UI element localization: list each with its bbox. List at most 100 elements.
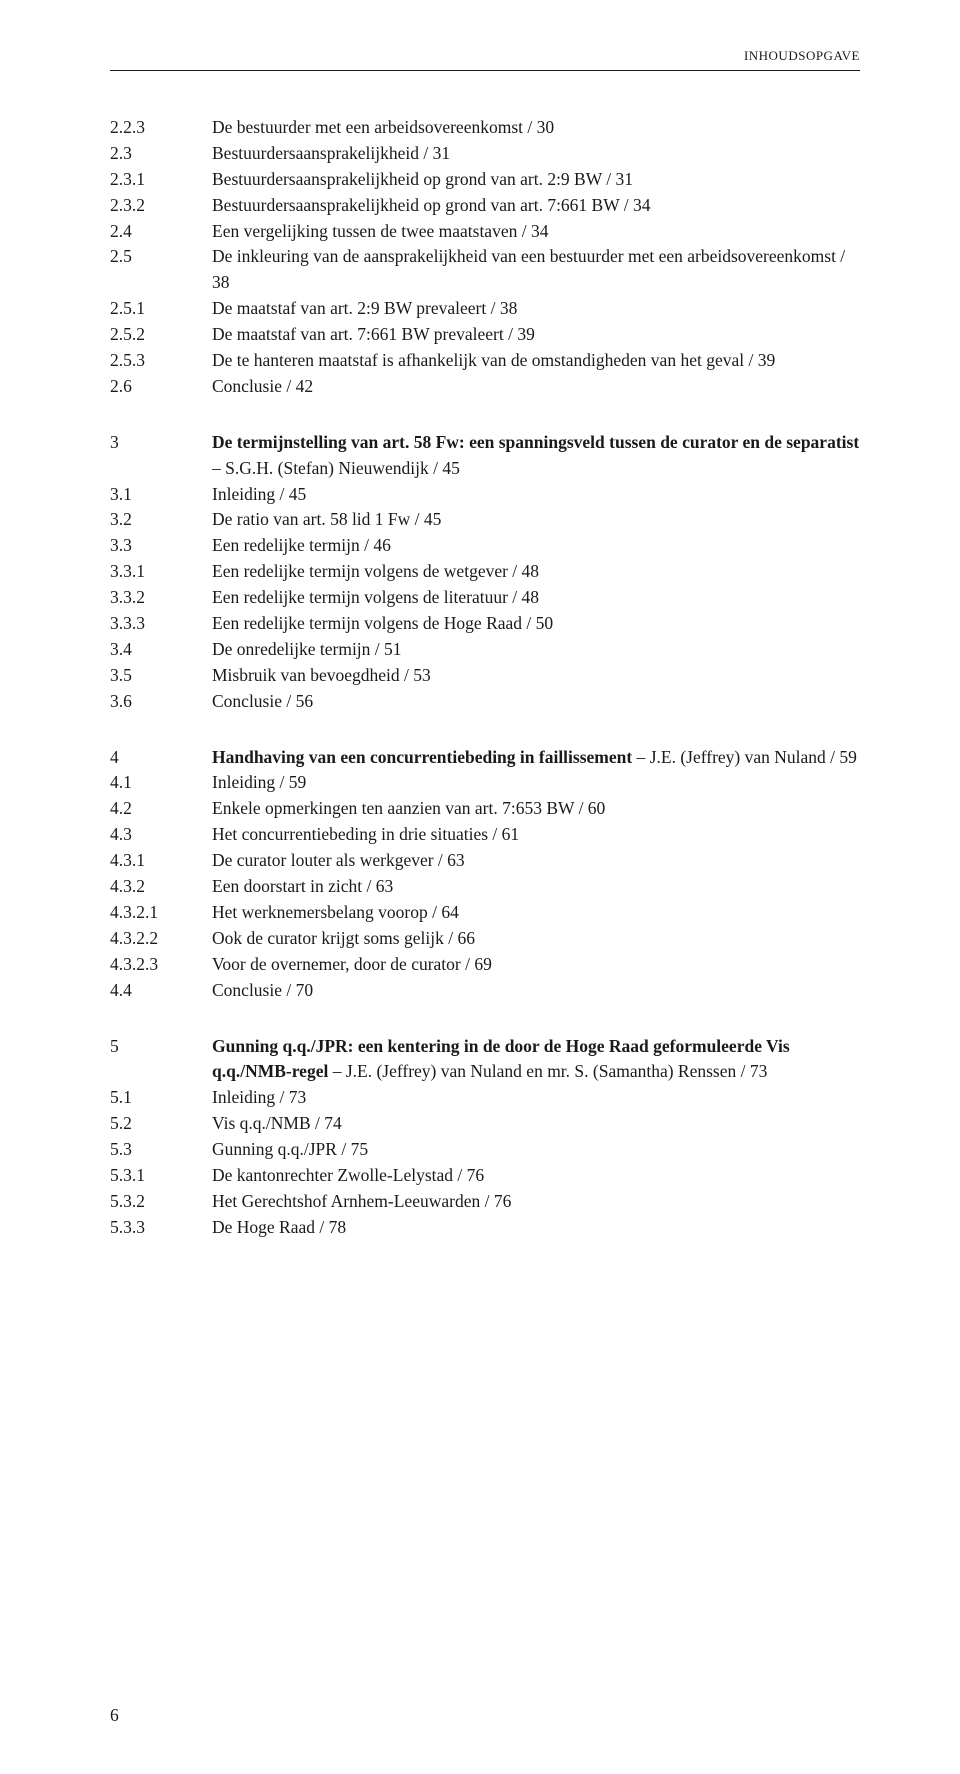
toc-entry-text: Bestuurdersaansprakelijkheid op grond va…	[212, 193, 860, 219]
toc-entry-text: Een redelijke termijn volgens de Hoge Ra…	[212, 611, 860, 637]
toc-entry-number: 3.3.2	[110, 585, 212, 611]
toc-row: 5.3Gunning q.q./JPR / 75	[110, 1137, 860, 1163]
toc-row: 3.3Een redelijke termijn / 46	[110, 533, 860, 559]
toc-entry-author: – J.E. (Jeffrey) van Nuland en mr. S. (S…	[328, 1061, 767, 1081]
toc-row: 4.3.2.3Voor de overnemer, door de curato…	[110, 952, 860, 978]
toc-row: 4.3.2.1Het werknemersbelang voorop / 64	[110, 900, 860, 926]
toc-entry-text: De bestuurder met een arbeidsovereenkoms…	[212, 115, 860, 141]
toc-section: 3De termijnstelling van art. 58 Fw: een …	[110, 430, 860, 715]
toc-entry-text: De curator louter als werkgever / 63	[212, 848, 860, 874]
toc-row: 2.6Conclusie / 42	[110, 374, 860, 400]
toc-row: 2.5.2De maatstaf van art. 7:661 BW preva…	[110, 322, 860, 348]
toc-row: 5.2Vis q.q./NMB / 74	[110, 1111, 860, 1137]
toc-entry-text: Ook de curator krijgt soms gelijk / 66	[212, 926, 860, 952]
toc-entry-text: De kantonrechter Zwolle-Lelystad / 76	[212, 1163, 860, 1189]
toc-entry-number: 2.5.2	[110, 322, 212, 348]
toc-entry-text: Gunning q.q./JPR / 75	[212, 1137, 860, 1163]
toc-entry-number: 5.1	[110, 1085, 212, 1111]
toc-entry-text: De onredelijke termijn / 51	[212, 637, 860, 663]
toc-entry-number: 5.2	[110, 1111, 212, 1137]
toc-entry-number: 4.4	[110, 978, 212, 1004]
toc-section: 4Handhaving van een concurrentiebeding i…	[110, 745, 860, 1004]
toc-row: 4.4Conclusie / 70	[110, 978, 860, 1004]
toc-entry-text: Handhaving van een concurrentiebeding in…	[212, 745, 860, 771]
toc-entry-number: 5	[110, 1034, 212, 1060]
toc-entry-number: 2.3.1	[110, 167, 212, 193]
toc-row: 5.3.3De Hoge Raad / 78	[110, 1215, 860, 1241]
toc-entry-number: 4.3	[110, 822, 212, 848]
toc-entry-text: Het werknemersbelang voorop / 64	[212, 900, 860, 926]
toc-entry-text: Het concurrentiebeding in drie situaties…	[212, 822, 860, 848]
toc-entry-text: Bestuurdersaansprakelijkheid / 31	[212, 141, 860, 167]
toc-row: 3De termijnstelling van art. 58 Fw: een …	[110, 430, 860, 482]
toc-entry-number: 4.3.2.3	[110, 952, 212, 978]
toc-entry-text: Conclusie / 56	[212, 689, 860, 715]
toc-row: 3.3.1Een redelijke termijn volgens de we…	[110, 559, 860, 585]
toc-entry-number: 3.3	[110, 533, 212, 559]
toc-entry-text: Conclusie / 42	[212, 374, 860, 400]
toc-entry-author: – S.G.H. (Stefan) Nieuwendijk / 45	[212, 458, 460, 478]
toc-row: 2.5.1De maatstaf van art. 2:9 BW prevale…	[110, 296, 860, 322]
toc-entry-number: 4.3.2	[110, 874, 212, 900]
toc-entry-text: Inleiding / 45	[212, 482, 860, 508]
toc-entry-number: 5.3.1	[110, 1163, 212, 1189]
toc-entry-text: Inleiding / 73	[212, 1085, 860, 1111]
toc-entry-number: 2.3	[110, 141, 212, 167]
toc-row: 4.3.1De curator louter als werkgever / 6…	[110, 848, 860, 874]
toc-entry-number: 3.5	[110, 663, 212, 689]
toc-entry-number: 4.2	[110, 796, 212, 822]
page-header: INHOUDSOPGAVE	[110, 48, 860, 64]
toc-entry-text: De ratio van art. 58 lid 1 Fw / 45	[212, 507, 860, 533]
toc-entry-number: 3.3.1	[110, 559, 212, 585]
toc-entry-title: De termijnstelling van art. 58 Fw: een s…	[212, 432, 859, 452]
toc-row: 5Gunning q.q./JPR: een kentering in de d…	[110, 1034, 860, 1086]
toc-entry-number: 4.3.1	[110, 848, 212, 874]
toc-entry-text: Inleiding / 59	[212, 770, 860, 796]
toc-entry-number: 4.3.2.2	[110, 926, 212, 952]
toc-entry-number: 3.6	[110, 689, 212, 715]
toc-row: 4.3Het concurrentiebeding in drie situat…	[110, 822, 860, 848]
toc-row: 2.4Een vergelijking tussen de twee maats…	[110, 219, 860, 245]
toc-row: 5.1Inleiding / 73	[110, 1085, 860, 1111]
toc-row: 3.2De ratio van art. 58 lid 1 Fw / 45	[110, 507, 860, 533]
toc-row: 3.4De onredelijke termijn / 51	[110, 637, 860, 663]
toc-row: 4.3.2Een doorstart in zicht / 63	[110, 874, 860, 900]
toc-entry-text: De maatstaf van art. 2:9 BW prevaleert /…	[212, 296, 860, 322]
toc-entry-text: De termijnstelling van art. 58 Fw: een s…	[212, 430, 860, 482]
toc-entry-number: 3	[110, 430, 212, 456]
toc-entry-text: Een doorstart in zicht / 63	[212, 874, 860, 900]
toc-entry-number: 2.3.2	[110, 193, 212, 219]
toc-entry-number: 4.1	[110, 770, 212, 796]
toc-row: 3.3.3Een redelijke termijn volgens de Ho…	[110, 611, 860, 637]
toc-entry-number: 2.4	[110, 219, 212, 245]
toc-entry-number: 5.3.2	[110, 1189, 212, 1215]
toc-entry-text: Het Gerechtshof Arnhem-Leeuwarden / 76	[212, 1189, 860, 1215]
toc-row: 5.3.2Het Gerechtshof Arnhem-Leeuwarden /…	[110, 1189, 860, 1215]
toc-row: 4.3.2.2Ook de curator krijgt soms gelijk…	[110, 926, 860, 952]
toc-entry-number: 2.5.3	[110, 348, 212, 374]
table-of-contents: 2.2.3De bestuurder met een arbeidsoveree…	[110, 115, 860, 1241]
toc-row: 3.3.2Een redelijke termijn volgens de li…	[110, 585, 860, 611]
toc-entry-text: Conclusie / 70	[212, 978, 860, 1004]
toc-row: 4Handhaving van een concurrentiebeding i…	[110, 745, 860, 771]
page-number: 6	[110, 1705, 119, 1726]
toc-entry-text: Een redelijke termijn volgens de literat…	[212, 585, 860, 611]
toc-entry-text: Bestuurdersaansprakelijkheid op grond va…	[212, 167, 860, 193]
toc-entry-text: De maatstaf van art. 7:661 BW prevaleert…	[212, 322, 860, 348]
toc-row: 2.3.2Bestuurdersaansprakelijkheid op gro…	[110, 193, 860, 219]
toc-entry-number: 2.6	[110, 374, 212, 400]
toc-entry-text: De Hoge Raad / 78	[212, 1215, 860, 1241]
toc-row: 2.2.3De bestuurder met een arbeidsoveree…	[110, 115, 860, 141]
toc-row: 4.1Inleiding / 59	[110, 770, 860, 796]
toc-entry-text: Een vergelijking tussen de twee maatstav…	[212, 219, 860, 245]
toc-entry-title: Handhaving van een concurrentiebeding in…	[212, 747, 632, 767]
toc-row: 2.3.1Bestuurdersaansprakelijkheid op gro…	[110, 167, 860, 193]
toc-row: 4.2Enkele opmerkingen ten aanzien van ar…	[110, 796, 860, 822]
toc-entry-text: De inkleuring van de aansprakelijkheid v…	[212, 244, 860, 296]
toc-entry-number: 3.2	[110, 507, 212, 533]
toc-entry-author: – J.E. (Jeffrey) van Nuland / 59	[632, 747, 857, 767]
toc-entry-number: 5.3	[110, 1137, 212, 1163]
toc-entry-number: 4.3.2.1	[110, 900, 212, 926]
toc-entry-text: Misbruik van bevoegdheid / 53	[212, 663, 860, 689]
toc-entry-text: De te hanteren maatstaf is afhankelijk v…	[212, 348, 860, 374]
